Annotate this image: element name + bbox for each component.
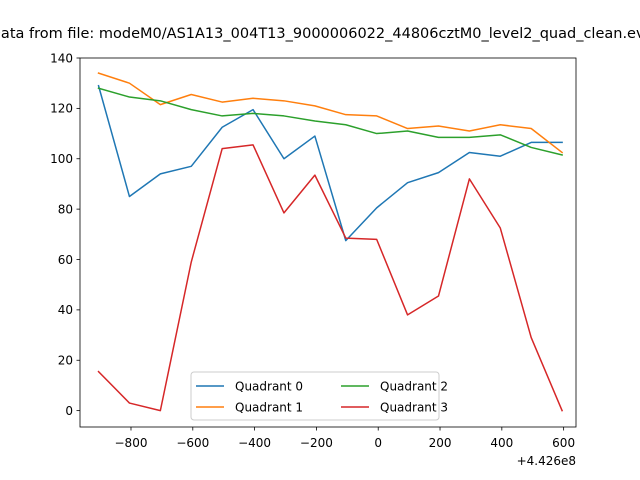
chart-title: Data from file: modeM0/AS1A13_004T13_900… [0,26,640,42]
axes-layer: −800 −600 −400 −200 0 200 400 600 0 20 40 60 80 100 12… [50,51,575,450]
legend: Quadrant 0 Quadrant 1 Quadrant 2 Quadrant 3 [190,371,448,421]
x-tick-label: −800 [115,436,148,450]
x-tick-label: −400 [238,436,271,450]
legend-label: Quadrant 3 [380,400,448,414]
plot-area-frame [79,57,577,428]
y-tick-label: 40 [58,303,73,317]
y-tick-label: 0 [65,404,73,418]
legend-item-quadrant-2: Quadrant 2 [341,379,448,393]
x-tick-label: 200 [429,436,452,450]
legend-label: Quadrant 0 [235,379,303,393]
series-line-quadrant-2 [97,87,563,156]
legend-label: Quadrant 1 [235,400,303,414]
legend-box [190,371,440,421]
series-line-quadrant-1 [97,72,564,154]
x-axis-offset-label: +4.426e8 [517,454,576,468]
y-tick-label: 60 [58,253,73,267]
legend-item-quadrant-1: Quadrant 1 [196,400,303,414]
series-line-quadrant-0 [97,84,563,242]
series-layer [97,72,564,412]
x-tick-label: 0 [374,436,382,450]
series-line-quadrant-3 [97,144,564,412]
y-tick-label: 80 [58,202,73,216]
x-tick-label: −600 [176,436,209,450]
y-tick-label: 20 [58,354,73,368]
y-tick-label: 100 [50,152,73,166]
y-tick-label: 120 [50,102,73,116]
legend-label: Quadrant 2 [380,379,448,393]
x-tick-label: 600 [552,436,575,450]
legend-item-quadrant-0: Quadrant 0 [196,379,303,393]
y-tick-label: 140 [50,51,73,65]
x-tick-label: 400 [490,436,513,450]
legend-item-quadrant-3: Quadrant 3 [341,400,448,414]
x-tick-label: −200 [300,436,333,450]
